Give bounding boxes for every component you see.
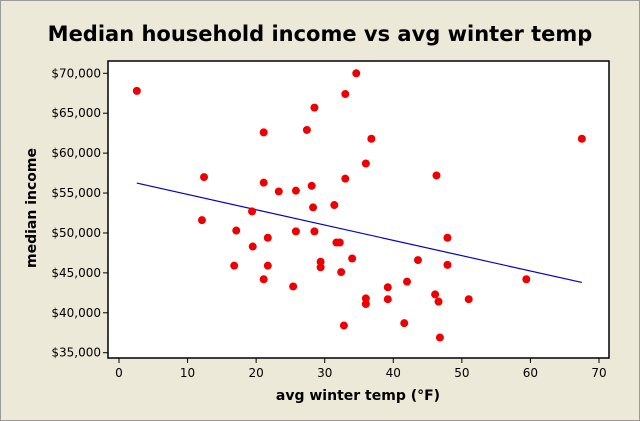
y-tick-label: $70,000 [51,66,101,80]
data-point [289,282,298,291]
data-point [274,187,283,196]
data-point [132,86,141,95]
data-point [316,263,325,272]
regression-line [136,182,582,284]
data-point [291,186,300,195]
data-point [348,254,357,263]
data-point [197,216,206,225]
data-point [432,171,441,180]
x-tick-label: 40 [386,366,401,380]
data-point [259,128,268,137]
data-point [263,261,272,270]
plot-area [107,60,610,359]
data-point [435,333,444,342]
data-point [232,226,241,235]
data-point [361,159,370,168]
data-point [291,227,300,236]
data-point [361,294,370,303]
data-point [367,134,376,143]
x-axis-label: avg winter temp (°F) [276,388,440,404]
data-point [443,233,452,242]
y-tick-label: $35,000 [51,346,101,360]
data-point [341,90,350,99]
data-point [361,300,370,309]
x-tick-label: 20 [249,366,264,380]
y-tick-label: $65,000 [51,106,101,120]
data-point [383,295,392,304]
x-tick-label: 0 [115,366,123,380]
data-point [200,173,209,182]
y-tick-label: $60,000 [51,146,101,160]
x-tick-label: 50 [454,366,469,380]
data-point [263,233,272,242]
data-point [310,227,319,236]
data-point [259,178,268,187]
data-point [248,207,257,216]
data-point [403,277,411,286]
x-tick-label: 30 [317,366,332,380]
data-point [341,174,350,183]
data-point [230,261,239,270]
x-tick-label: 70 [591,366,606,380]
x-tick-label: 10 [180,366,195,380]
data-point [248,242,257,251]
data-point [383,283,392,292]
y-axis-label: median income [24,148,40,268]
y-tick-label: $55,000 [51,186,101,200]
x-tick-label: 60 [523,366,538,380]
data-point [577,134,586,143]
data-point [431,290,440,299]
data-point [307,181,316,190]
data-point [464,295,473,304]
data-point [434,297,443,306]
data-point [337,268,346,277]
data-point [302,125,311,134]
chart-title: Median household income vs avg winter te… [48,22,593,46]
data-point [310,103,319,112]
data-point [352,69,361,78]
data-point [400,319,409,328]
y-tick-label: $50,000 [51,226,101,240]
y-tick-label: $40,000 [51,306,101,320]
data-point [335,238,344,247]
data-point [413,256,422,265]
data-point [330,201,339,210]
data-point [316,257,325,266]
y-tick-label: $45,000 [51,266,101,280]
data-point [309,203,318,212]
data-point [443,260,452,269]
data-point [259,275,268,284]
data-point [339,321,348,330]
data-point [522,275,531,284]
